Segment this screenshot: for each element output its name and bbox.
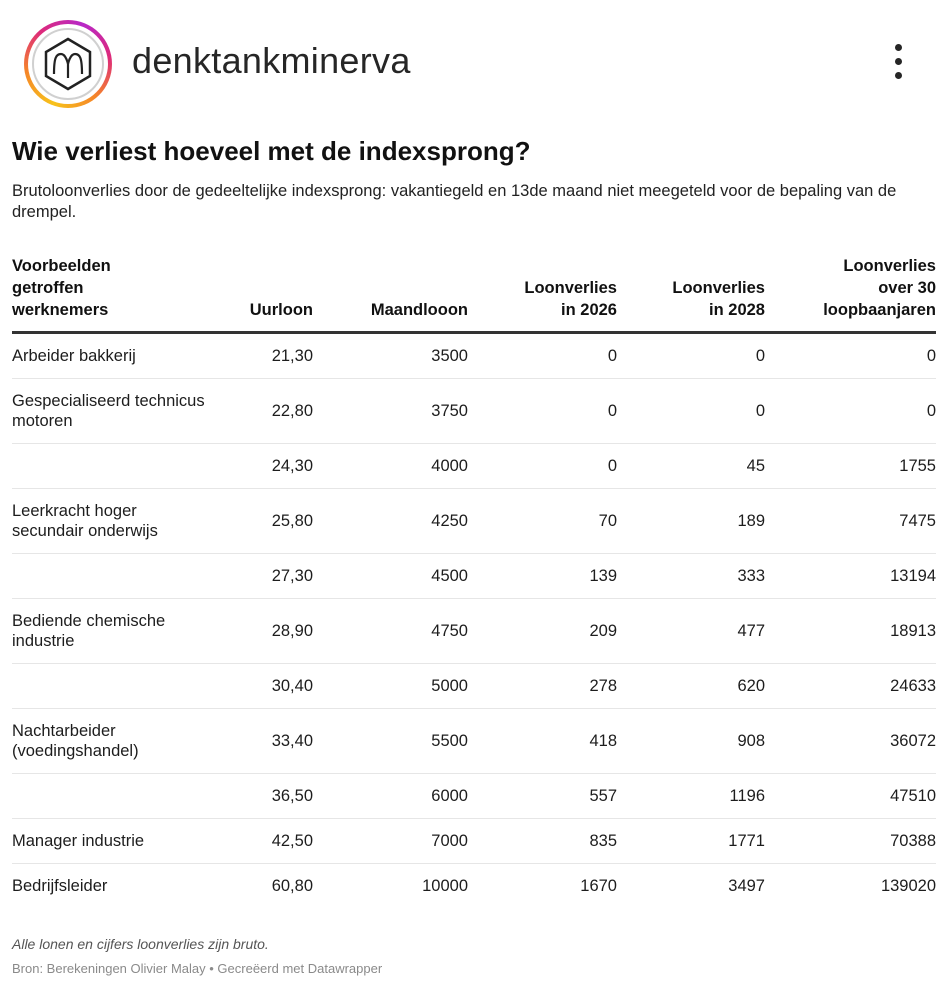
cell-value: 1771: [617, 818, 765, 864]
cell-value: 36,50: [210, 773, 313, 819]
post-header: denktankminerva: [0, 0, 948, 128]
table-header-row: Voorbeelden getroffen werknemers Uurloon M…: [12, 255, 936, 334]
cell-label: [12, 663, 210, 709]
cell-value: 139020: [880, 877, 936, 896]
table-row: 27,30 4500 139 333 13194: [12, 553, 936, 599]
cell-value: 18913: [765, 598, 936, 664]
more-options-button[interactable]: [886, 44, 910, 84]
cell-value: 209: [468, 598, 617, 664]
cell-value: 557: [468, 773, 617, 819]
cell-value: 418: [468, 708, 617, 774]
cell-value: 0: [617, 378, 765, 444]
cell-value: 7000: [313, 818, 468, 864]
table-row: Leerkracht hoger secundair onderwijs 25,8…: [12, 488, 936, 554]
column-header[interactable]: Maandlooon: [313, 255, 468, 334]
cell-value: 3750: [313, 378, 468, 444]
table-row: Bediende chemische industrie 28,90 4750 209…: [12, 598, 936, 664]
cell-value: 139: [468, 553, 617, 599]
cell-value: 4250: [313, 488, 468, 554]
cell-value: 7475: [765, 488, 936, 554]
cell-value: 278: [468, 663, 617, 709]
cell-value: 24633: [765, 663, 936, 709]
cell-value: 0: [468, 332, 617, 379]
cell-value: 5000: [313, 663, 468, 709]
column-header[interactable]: Voorbeelden getroffen werknemers: [12, 255, 210, 334]
table-row: Arbeider bakkerij 21,30 3500 0 0 0: [12, 332, 936, 379]
cell-value: 70388: [765, 818, 936, 864]
cell-value: 4750: [313, 598, 468, 664]
cell-value: 835: [468, 818, 617, 864]
avatar[interactable]: [24, 20, 112, 108]
column-header[interactable]: Uurloon: [210, 255, 313, 334]
cell-label: Arbeider bakkerij: [12, 332, 210, 379]
cell-label: Manager industrie: [12, 818, 210, 864]
cell-label: Nachtarbeider (voedingshandel): [12, 708, 210, 774]
cell-value: 908: [617, 708, 765, 774]
cell-label: Gespecialiseerd technicus motoren: [12, 378, 210, 444]
cell-value: 33,40: [210, 708, 313, 774]
cell-value: 0: [468, 443, 617, 489]
cell-value: 1755: [765, 443, 936, 489]
chart-title: Wie verliest hoeveel met de indexsprong?: [12, 136, 531, 166]
table-row: Nachtarbeider (voedingshandel) 33,40 5500 4…: [12, 708, 936, 774]
chart-source: Bron: Berekeningen Olivier Malay • Gecre…: [12, 961, 383, 976]
cell-label: [12, 553, 210, 599]
cell-value: 60,80: [271, 877, 313, 896]
table-row: Manager industrie 42,50 7000 835 1771 70388: [12, 818, 936, 864]
cell-label: Leerkracht hoger secundair onderwijs: [12, 488, 210, 554]
data-table: Voorbeelden getroffen werknemers Uurloon M…: [12, 255, 936, 909]
cell-value: 1670: [580, 877, 617, 896]
datawrapper-table: Wie verliest hoeveel met de indexsprong?…: [12, 136, 938, 909]
table-row: 30,40 5000 278 620 24633: [12, 663, 936, 709]
cell-value: 477: [617, 598, 765, 664]
table-row: 24,30 4000 0 45 1755: [12, 443, 936, 489]
chart-note: Alle lonen en cijfers loonverlies zijn b…: [12, 936, 269, 952]
minerva-logo-icon: [44, 37, 92, 91]
cell-label: [12, 443, 210, 489]
cell-value: 1196: [617, 773, 765, 819]
cell-value: 0: [765, 332, 936, 379]
cell-label: Bedrijfsleider: [12, 877, 108, 896]
cell-value: 24,30: [210, 443, 313, 489]
table-row: Gespecialiseerd technicus motoren 22,80 37…: [12, 378, 936, 444]
column-header[interactable]: Loonverlies in 2026: [468, 255, 617, 334]
table-row: 36,50 6000 557 1196 47510: [12, 773, 936, 819]
cell-value: 42,50: [210, 818, 313, 864]
cell-value: 0: [765, 378, 936, 444]
cell-value: 21,30: [210, 332, 313, 379]
cell-value: 3500: [313, 332, 468, 379]
cell-value: 4500: [313, 553, 468, 599]
cell-label: Bediende chemische industrie: [12, 598, 210, 664]
column-header[interactable]: Loonverlies over 30 loopbaanjaren: [765, 255, 936, 334]
cell-label: [12, 773, 210, 819]
cell-value: 3497: [728, 877, 765, 896]
cell-value: 4000: [313, 443, 468, 489]
chart-description: Brutoloonverlies door de gedeeltelijke i…: [12, 182, 897, 221]
cell-value: 0: [468, 378, 617, 444]
cell-value: 10000: [422, 877, 468, 896]
cell-value: 13194: [765, 553, 936, 599]
username[interactable]: denktankminerva: [132, 40, 411, 81]
cell-value: 620: [617, 663, 765, 709]
cell-value: 6000: [313, 773, 468, 819]
table-row: Bedrijfsleider 60,80 10000 1670 3497 139020: [12, 864, 936, 909]
cell-value: 28,90: [210, 598, 313, 664]
more-vertical-icon: [894, 44, 902, 51]
cell-value: 22,80: [210, 378, 313, 444]
cell-value: 70: [468, 488, 617, 554]
cell-value: 25,80: [210, 488, 313, 554]
cell-value: 36072: [765, 708, 936, 774]
cell-value: 47510: [765, 773, 936, 819]
cell-value: 30,40: [210, 663, 313, 709]
cell-value: 189: [617, 488, 765, 554]
cell-value: 45: [617, 443, 765, 489]
column-header[interactable]: Loonverlies in 2028: [617, 255, 765, 334]
cell-value: 0: [617, 332, 765, 379]
cell-value: 333: [617, 553, 765, 599]
cell-value: 5500: [313, 708, 468, 774]
cell-value: 27,30: [210, 553, 313, 599]
